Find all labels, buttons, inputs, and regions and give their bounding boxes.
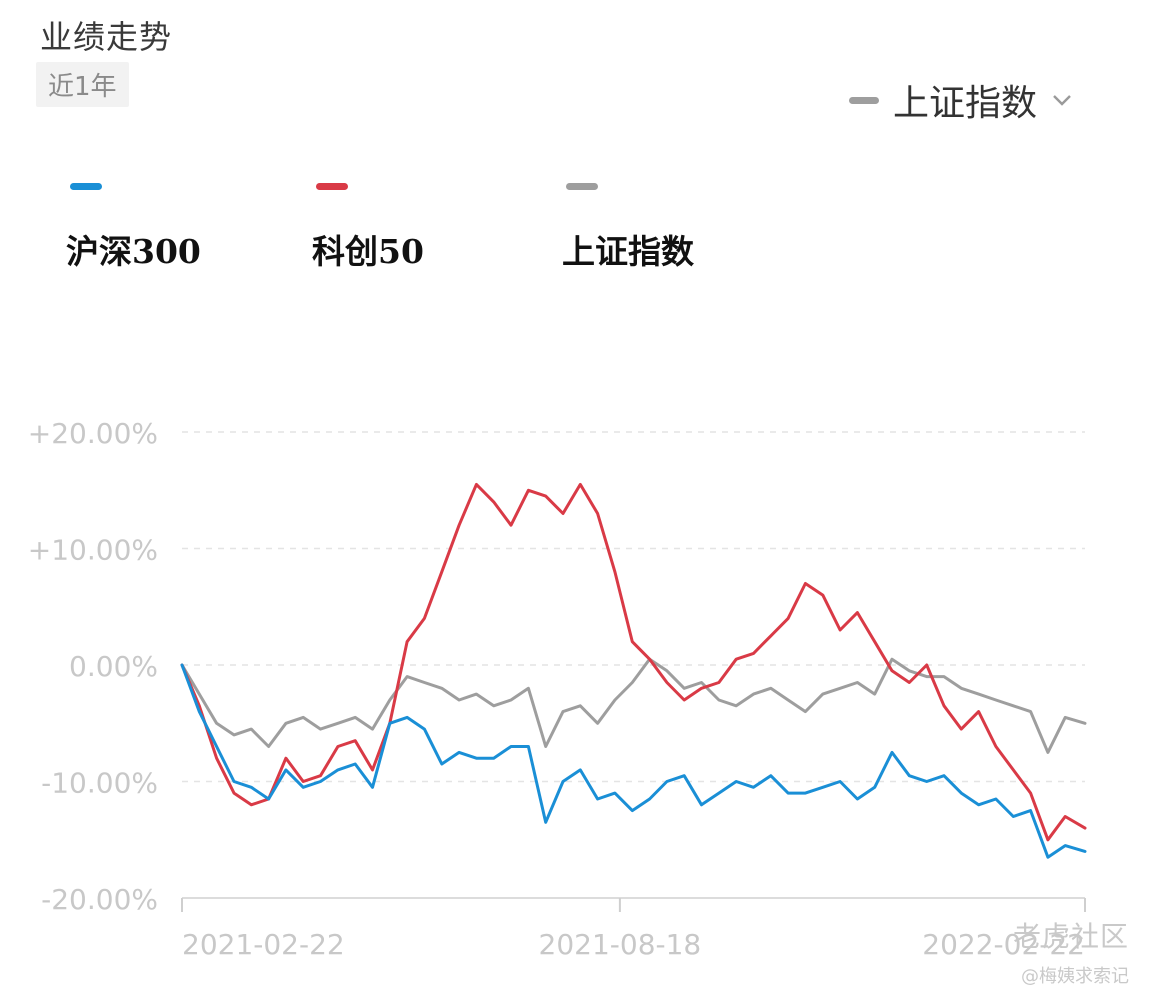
y-tick-label: -10.00%: [41, 767, 158, 800]
legend-swatch-hs300: [70, 183, 102, 190]
watermark-logo: 老虎社区: [1012, 920, 1129, 953]
benchmark-select[interactable]: 上证指数: [848, 74, 1073, 126]
legend-label-kc50: 科创50: [312, 232, 424, 271]
y-tick-label: +20.00%: [28, 417, 158, 450]
chart-legend: 沪深300 科创50 上证指数: [0, 183, 1151, 273]
legend-swatch-sse: [566, 183, 598, 190]
series-line-1: [180, 482, 1087, 842]
y-tick-label: +10.00%: [28, 534, 158, 567]
x-tick-label: 2022-02-22: [922, 928, 1085, 961]
x-tick-label: 2021-08-18: [539, 928, 702, 961]
legend-item-sse[interactable]: 上证指数: [562, 183, 694, 271]
y-tick-label: 0.00%: [69, 650, 158, 683]
series-line-0: [180, 663, 1087, 859]
watermark-author: @梅姨求索记: [1021, 966, 1129, 987]
legend-item-hs300[interactable]: 沪深300: [66, 183, 201, 271]
y-tick-label: -20.00%: [41, 883, 158, 916]
legend-label-hs300: 沪深300: [66, 232, 201, 271]
chevron-down-icon: [1053, 95, 1071, 106]
x-tick-label: 2021-02-22: [182, 928, 345, 961]
page-title: 业绩走势: [40, 18, 173, 56]
benchmark-swatch: [848, 96, 879, 104]
legend-label-sse: 上证指数: [562, 232, 694, 271]
period-tab-1y[interactable]: 近1年: [36, 62, 129, 107]
benchmark-select-label: 上证指数: [892, 83, 1037, 124]
series-line-2: [180, 657, 1087, 754]
legend-item-kc50[interactable]: 科创50: [312, 183, 424, 271]
legend-swatch-kc50: [316, 183, 348, 190]
